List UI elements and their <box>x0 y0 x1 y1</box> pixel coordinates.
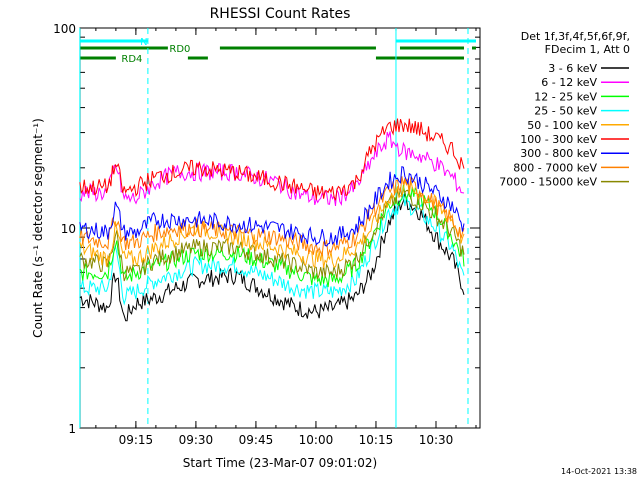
legend-entry-label: 7000 - 15000 keV <box>499 176 597 189</box>
legend-entry-label: 3 - 6 keV <box>548 62 597 75</box>
legend-entry-label: 50 - 100 keV <box>527 119 597 132</box>
y-axis-label: Count Rate (s⁻¹ detector segment⁻¹) <box>31 118 45 338</box>
series-lines <box>79 118 465 322</box>
x-tick-label: 10:30 <box>419 433 454 447</box>
y-tick-label: 100 <box>53 22 76 36</box>
y-tick-label: 1 <box>68 422 76 436</box>
series-line <box>79 166 465 247</box>
series-line <box>79 178 465 269</box>
state-bar-label: RD4 <box>121 54 142 65</box>
y-tick-label: 10 <box>61 222 76 236</box>
series-line <box>79 131 465 207</box>
state-bars: N RD0 RD4 <box>79 37 476 65</box>
time-markers <box>79 28 469 428</box>
legend-entry-label: 12 - 25 keV <box>534 90 597 103</box>
legend-entry-label: 300 - 800 keV <box>520 147 597 160</box>
legend-header-line1: Det 1f,3f,4f,5f,6f,9f, <box>521 30 630 43</box>
x-tick-label: 10:00 <box>299 433 334 447</box>
x-axis: 09:15 09:30 09:45 10:00 10:15 10:30 <box>95 28 477 447</box>
series-line <box>79 176 465 257</box>
series-line <box>79 192 465 322</box>
legend-entry-label: 800 - 7000 keV <box>513 161 597 174</box>
x-axis-label: Start Time (23-Mar-07 09:01:02) <box>183 456 377 470</box>
legend-entry-label: 6 - 12 keV <box>541 76 597 89</box>
x-tick-label: 10:15 <box>359 433 394 447</box>
chart-title: RHESSI Count Rates <box>210 6 351 22</box>
legend-entry-label: 25 - 50 keV <box>534 105 597 118</box>
legend-header-line2: FDecim 1, Att 0 <box>545 43 630 56</box>
x-tick-label: 09:15 <box>119 433 154 447</box>
legend: Det 1f,3f,4f,5f,6f,9f, FDecim 1, Att 0 3… <box>499 30 630 189</box>
legend-entry-label: 100 - 300 keV <box>520 133 597 146</box>
state-bar-label: N <box>140 37 147 48</box>
footer-timestamp: 14-Oct-2021 13:38 <box>561 467 637 476</box>
x-tick-label: 09:30 <box>179 433 214 447</box>
state-bar-label: RD0 <box>169 44 190 55</box>
x-tick-label: 09:45 <box>239 433 274 447</box>
series-line <box>79 118 465 201</box>
